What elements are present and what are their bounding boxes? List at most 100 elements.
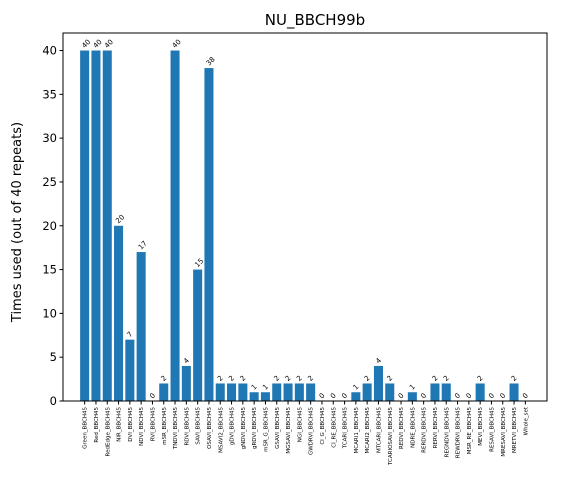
x-tick-label: GWDRVI_BBCH45 bbox=[309, 407, 315, 456]
x-tick-label: NDVI_BBCH45 bbox=[139, 407, 145, 446]
bar bbox=[114, 225, 124, 401]
bar bbox=[272, 383, 282, 401]
bar-value-label: 1 bbox=[261, 383, 270, 392]
x-tick-label: NDRE_BBCH45 bbox=[410, 407, 416, 448]
bar bbox=[385, 383, 395, 401]
y-axis-ticks: 0 5 10 15 20 25 30 35 40 bbox=[42, 44, 63, 408]
bar-value-label: 4 bbox=[374, 356, 383, 365]
x-tick-label: NIR_BBCH45 bbox=[117, 407, 123, 442]
bar bbox=[441, 383, 451, 401]
x-tick-label: Whole_set bbox=[523, 406, 529, 435]
bar bbox=[91, 50, 101, 402]
bar-value-label: 2 bbox=[239, 374, 248, 383]
bar-value-label: 0 bbox=[148, 392, 157, 401]
bar-value-label: 40 bbox=[103, 38, 115, 50]
x-tick-label: TNDVI_BBCH45 bbox=[173, 407, 179, 451]
bar bbox=[407, 392, 417, 401]
bar-value-label: 0 bbox=[419, 392, 428, 401]
x-tick-label: gNDVI_BBCH45 bbox=[241, 407, 247, 450]
bar-value-label: 2 bbox=[306, 374, 315, 383]
x-tick-label: TCARI_BBCH45 bbox=[343, 407, 349, 450]
x-tick-label: RERDVI_BBCH45 bbox=[422, 407, 428, 453]
x-tick-label: MGSAVI_BBCH45 bbox=[286, 407, 292, 454]
y-tick-label: 30 bbox=[42, 131, 57, 145]
bar bbox=[283, 383, 293, 401]
x-tick-label: REWDRVI_BBCH45 bbox=[456, 407, 462, 459]
bar bbox=[249, 392, 259, 401]
y-tick-label: 40 bbox=[42, 44, 57, 58]
x-tick-label: MCARI1_BBCH45 bbox=[354, 407, 360, 454]
x-tick-label: REGNDVI_BBCH45 bbox=[444, 407, 450, 458]
bar-value-label: 4 bbox=[182, 356, 191, 365]
bar bbox=[351, 392, 361, 401]
x-tick-label: RERVI_BBCH45 bbox=[433, 407, 439, 449]
bar-value-label: 0 bbox=[329, 392, 338, 401]
y-tick-label: 10 bbox=[42, 306, 57, 320]
bar-value-label: 15 bbox=[193, 257, 205, 269]
bar-value-label: 20 bbox=[114, 213, 126, 225]
x-tick-label: MRESAVI_BBCH45 bbox=[501, 407, 507, 457]
bar bbox=[306, 383, 316, 401]
bar bbox=[227, 383, 237, 401]
bar-value-label: 17 bbox=[137, 239, 149, 251]
x-tick-label: CI_RE_BBCH45 bbox=[331, 407, 337, 448]
bar bbox=[362, 383, 372, 401]
x-tick-label: gRDVI_BBCH45 bbox=[252, 407, 258, 450]
x-tick-label: OSAVI_BBCH45 bbox=[207, 407, 213, 449]
bar bbox=[475, 383, 485, 401]
bar bbox=[238, 383, 248, 401]
bar bbox=[181, 365, 191, 401]
bar bbox=[373, 365, 383, 401]
x-tick-label: mSR_G_BBCH45 bbox=[263, 407, 269, 452]
bar-value-label: 2 bbox=[284, 374, 293, 383]
bar bbox=[204, 68, 214, 402]
plot-frame bbox=[62, 32, 548, 402]
bar bbox=[80, 50, 90, 402]
bar-value-label: 2 bbox=[216, 374, 225, 383]
bar bbox=[136, 252, 146, 401]
bar-value-label: 0 bbox=[340, 392, 349, 401]
x-axis-ticks: Green_BBCH45 Red_BBCH45 RedEdge_BBCH45 NIR_… bbox=[83, 401, 529, 466]
bar-value-label: 1 bbox=[352, 383, 361, 392]
bar-value-label: 40 bbox=[171, 38, 183, 50]
bar-value-label: 0 bbox=[521, 392, 530, 401]
bar-value-label: 40 bbox=[80, 38, 92, 50]
x-tick-label: NGI_BBCH45 bbox=[297, 407, 303, 443]
bar-value-label: 2 bbox=[273, 374, 282, 383]
bar-value-label: 2 bbox=[227, 374, 236, 383]
bar bbox=[294, 383, 304, 401]
bar-value-label: 2 bbox=[363, 374, 372, 383]
y-tick-label: 35 bbox=[42, 87, 57, 101]
bar bbox=[102, 50, 112, 402]
x-tick-label: MRETVI_BBCH45 bbox=[512, 407, 518, 453]
bar-value-label: 7 bbox=[126, 330, 135, 339]
y-axis-label: Times used (out of 40 repeats) bbox=[10, 122, 25, 323]
chart-title: NU_BBCH99b bbox=[265, 11, 365, 30]
y-tick-label: 25 bbox=[42, 175, 57, 189]
bar-value-label: 2 bbox=[295, 374, 304, 383]
bar bbox=[509, 383, 519, 401]
bar-value-label: 1 bbox=[408, 383, 417, 392]
x-tick-label: CI_G_BBCH45 bbox=[320, 407, 326, 445]
x-tick-label: RDVI_BBCH45 bbox=[184, 407, 190, 446]
bar-value-label: 38 bbox=[205, 55, 217, 67]
x-tick-label: GSAVI_BBCH45 bbox=[275, 407, 281, 449]
x-tick-label: gDVI_BBCH45 bbox=[230, 407, 236, 446]
bar-value-label: 2 bbox=[442, 374, 451, 383]
x-tick-label: mSR_BBCH45 bbox=[162, 407, 168, 445]
x-tick-label: MTCARI_BBCH45 bbox=[376, 407, 382, 454]
y-tick-label: 5 bbox=[50, 350, 57, 364]
x-tick-label: RVI_BBCH45 bbox=[150, 407, 156, 442]
x-tick-label: SAVI_BBCH45 bbox=[196, 407, 202, 445]
x-tick-label: Green_BBCH45 bbox=[83, 407, 89, 449]
bar bbox=[260, 392, 270, 401]
x-tick-label: MEVI_BBCH45 bbox=[478, 407, 484, 446]
x-tick-label: Red_BBCH45 bbox=[94, 407, 100, 443]
bar bbox=[125, 339, 135, 401]
x-tick-label: RedEdge_BBCH45 bbox=[105, 407, 111, 457]
bar-value-label: 0 bbox=[499, 392, 508, 401]
x-tick-label: MSR_RE_BBCH45 bbox=[467, 407, 473, 455]
bar-value-label: 2 bbox=[386, 374, 395, 383]
